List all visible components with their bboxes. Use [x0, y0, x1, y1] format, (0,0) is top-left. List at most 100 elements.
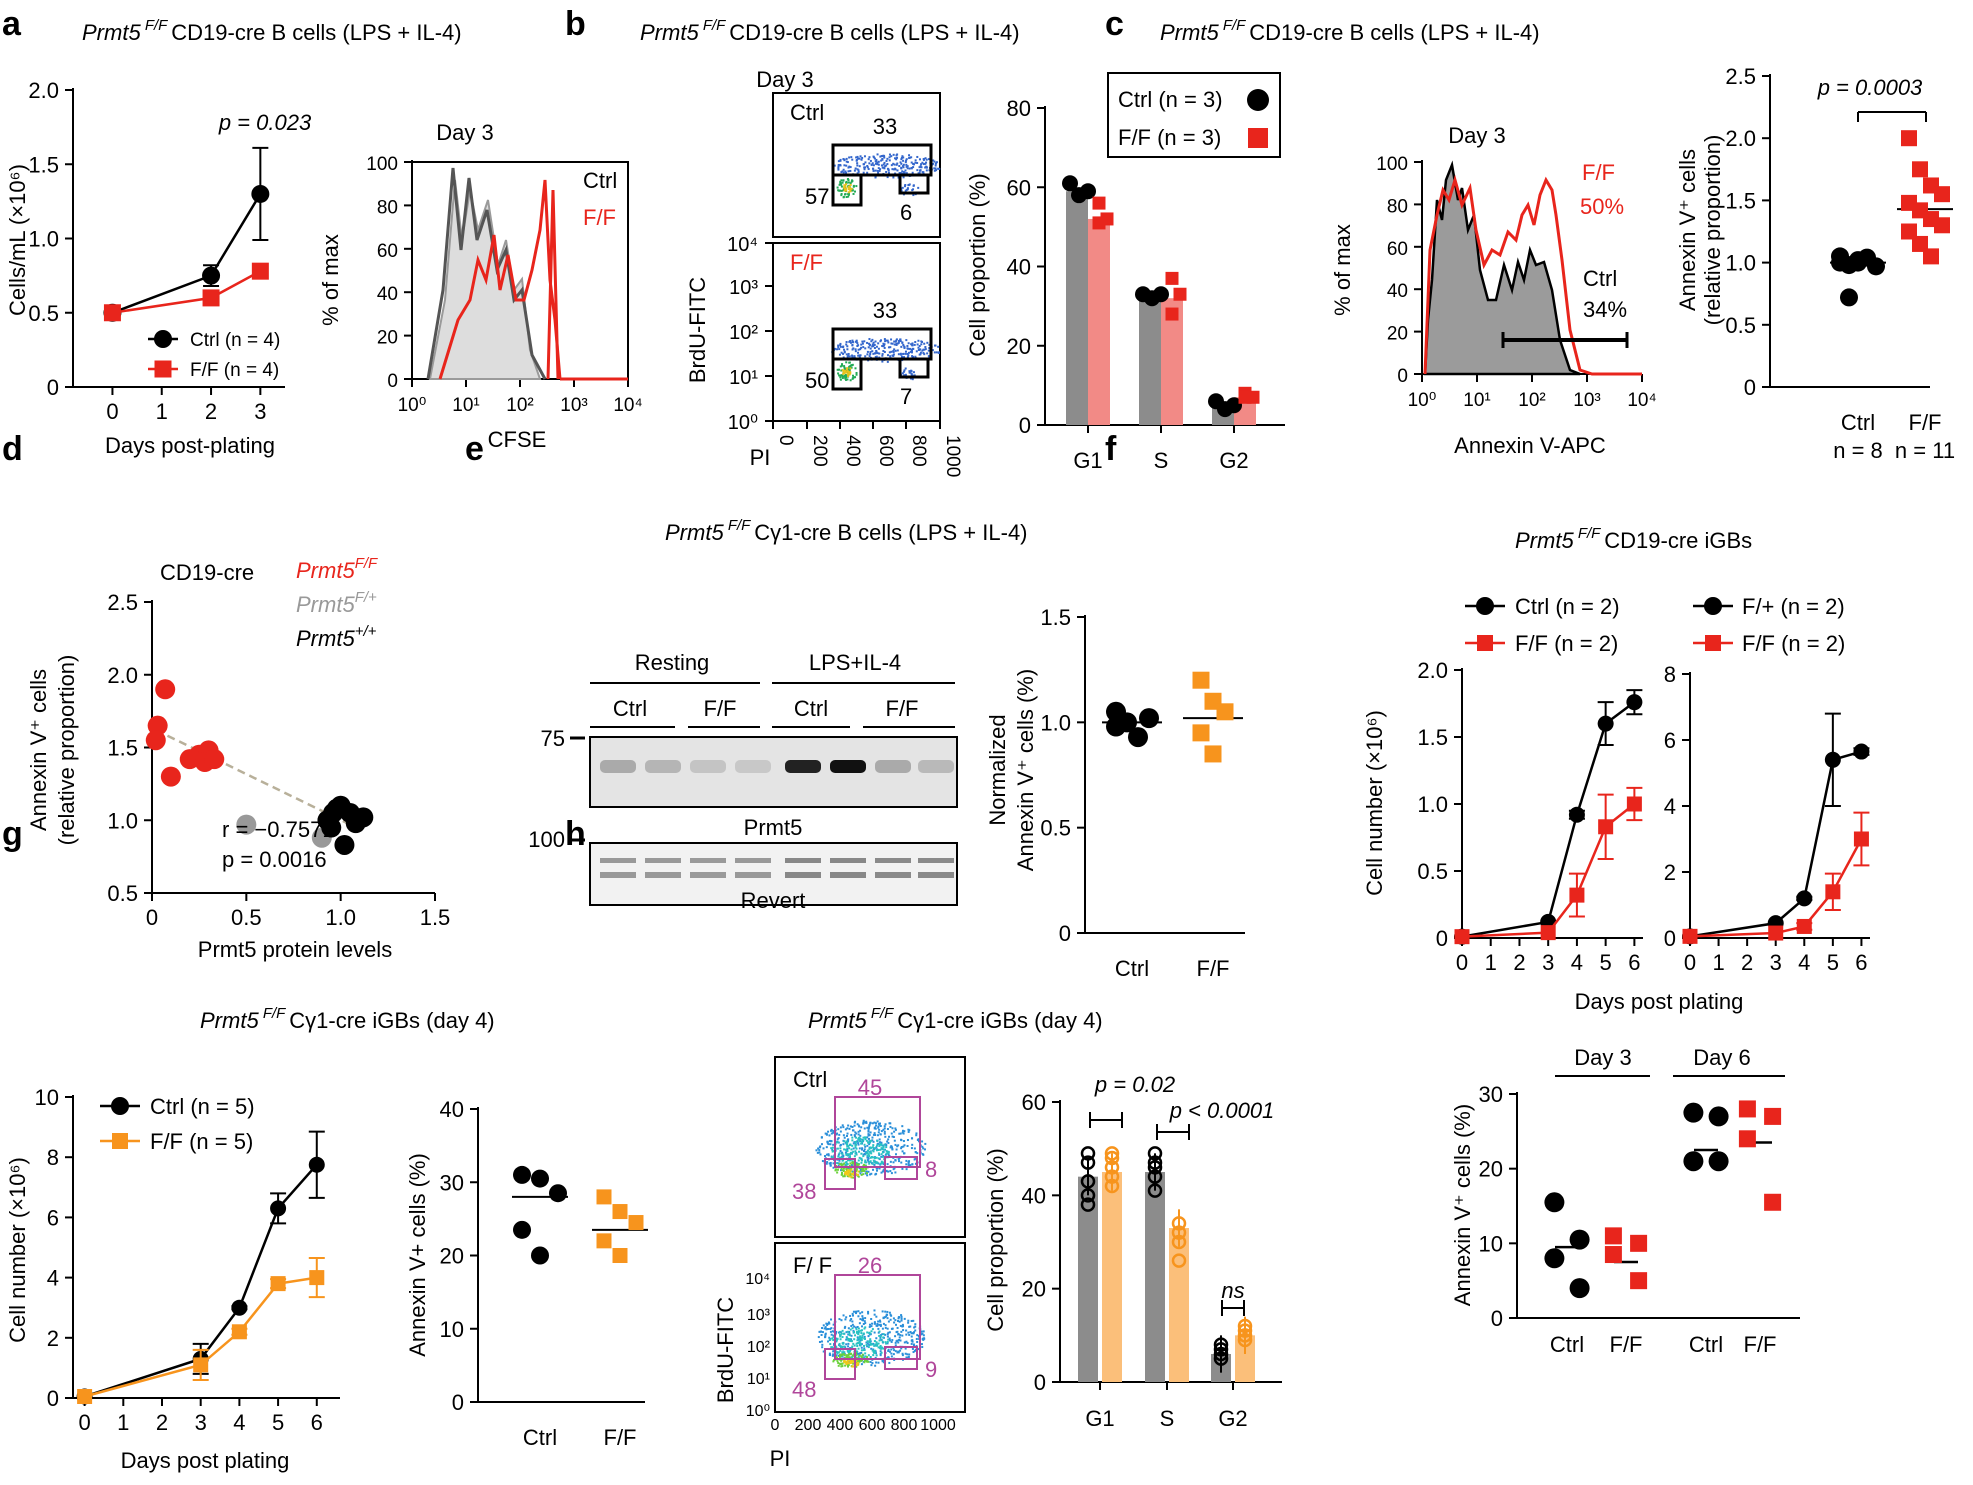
y-axis-label: Annexin V⁺ cells (%) [1450, 1104, 1475, 1306]
flow-dot [840, 1171, 843, 1174]
flow-dot [846, 378, 849, 381]
flow-dot [875, 1361, 878, 1364]
flow-dot [924, 346, 927, 349]
flow-dot [847, 1362, 850, 1365]
flow-dot [883, 338, 886, 341]
flow-dot [934, 344, 937, 347]
x-tick-label: G2 [1219, 448, 1248, 473]
flow-dot [840, 1332, 843, 1335]
gate-S-label: 45 [858, 1075, 882, 1100]
flow-dot [890, 342, 893, 345]
flow-dot [926, 341, 929, 344]
flow-dot [829, 1163, 832, 1166]
flow-dot [879, 1125, 882, 1128]
flow-dot [842, 179, 845, 182]
flow-dot [843, 1140, 846, 1143]
x-tick-label: 0 [1456, 950, 1468, 975]
data-point [147, 715, 168, 736]
flow-dot [876, 153, 879, 156]
flow-dot [904, 1352, 907, 1355]
flow-dot [837, 1128, 840, 1131]
flow-dot [850, 187, 853, 190]
flow-dot [873, 1351, 876, 1354]
flow-dot [862, 171, 865, 174]
flow-dot [859, 1129, 862, 1132]
flow-dot [836, 1147, 839, 1150]
flow-dot [932, 162, 935, 165]
flow-dot [899, 1324, 902, 1327]
flow-dot [900, 167, 903, 170]
flow-dot [897, 1158, 900, 1161]
flow-dot [865, 1120, 868, 1123]
ff-point [1192, 724, 1210, 742]
flow-dot [911, 1137, 914, 1140]
x-axis-label: Days post plating [1575, 989, 1744, 1014]
flow-dot [898, 164, 901, 167]
y-tick-label: 1.5 [1040, 605, 1071, 630]
flow-dot [882, 1347, 885, 1350]
flow-dot [875, 1354, 878, 1357]
flow-dot [852, 1310, 855, 1313]
legend-marker [154, 360, 172, 378]
flow-dot [890, 350, 893, 353]
flow-dot [830, 1346, 833, 1349]
flow-dot [858, 1167, 861, 1170]
data-point [1796, 918, 1812, 934]
legend-label: Prmt5F/+ [296, 589, 377, 617]
flow-dot [851, 1345, 854, 1348]
x-tick-label: 200 [795, 1417, 822, 1434]
flow-dot [838, 1159, 841, 1162]
flow-dot [923, 348, 926, 351]
flow-dot [863, 1347, 866, 1350]
flow-dot [837, 163, 840, 166]
flow-dot [863, 1148, 866, 1151]
flow-dot [933, 169, 936, 172]
flow-dot [858, 1322, 861, 1325]
flow-dot [848, 1353, 851, 1356]
flow-dot [910, 1332, 913, 1335]
flow-dot [904, 1347, 907, 1350]
flow-dot [859, 1137, 862, 1140]
flow-frame [774, 1242, 966, 1413]
gate-G2-label: 7 [900, 384, 912, 409]
flow-dot [905, 1159, 908, 1162]
ctrl-pct: 34% [1583, 297, 1627, 322]
flow-dot [838, 1163, 841, 1166]
flow-dot [831, 1150, 834, 1153]
flow-dot [846, 370, 849, 373]
flow-dot [847, 1354, 850, 1357]
flow-dot [839, 1349, 842, 1352]
flow-dot [906, 188, 909, 191]
flow-dot [849, 1155, 852, 1158]
x-tick-label: 10² [506, 395, 533, 416]
flow-dot [847, 1365, 850, 1368]
flow-dot [879, 168, 882, 171]
ff-point [1630, 1234, 1648, 1252]
flow-dot [904, 185, 907, 188]
y-axis-label: Normalized [985, 714, 1010, 825]
ctrl-point [1080, 1174, 1096, 1189]
flow-dot [850, 1318, 853, 1321]
flow-dot [873, 1161, 876, 1164]
flow-dot [875, 1343, 878, 1346]
flow-dot [843, 164, 846, 167]
flow-dot [868, 1124, 871, 1127]
flow-dot [847, 375, 850, 378]
flow-dot [839, 1126, 842, 1129]
flow-dot [856, 1173, 859, 1176]
flow-dot [892, 1161, 895, 1164]
flow-dot [845, 171, 848, 174]
flow-dot [856, 342, 859, 345]
flow-dot [904, 189, 907, 192]
flow-dot [906, 1144, 909, 1147]
flow-dot [847, 195, 850, 198]
flow-dot [912, 166, 915, 169]
flow-dot [872, 1342, 875, 1345]
flow-dot [901, 155, 904, 158]
flow-dot [849, 1353, 852, 1356]
flow-dot [914, 1157, 917, 1160]
flow-dot [914, 355, 917, 358]
flow-dot [866, 1126, 869, 1129]
flow-dot [866, 1331, 869, 1334]
flow-dot [841, 1362, 844, 1365]
